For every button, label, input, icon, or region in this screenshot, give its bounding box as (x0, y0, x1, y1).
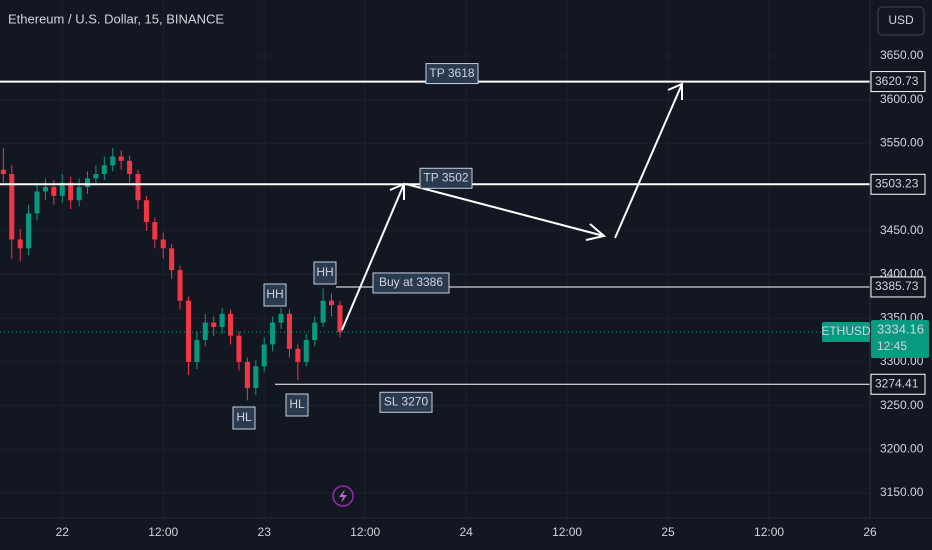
candle-body (135, 173, 141, 201)
swing-label: HH (266, 287, 283, 301)
candle-body (152, 222, 158, 240)
candle-body (9, 173, 15, 240)
level-label: SL 3270 (384, 394, 429, 408)
arrow-head (585, 223, 607, 241)
candle-body (143, 200, 149, 223)
x-tick-label: 25 (661, 525, 675, 539)
candle-body (93, 173, 99, 179)
candle-body (236, 335, 242, 362)
currency-label: USD (888, 13, 914, 27)
level-label: Buy at 3386 (379, 275, 443, 289)
swing-label-box (232, 406, 256, 430)
swing-label-box (313, 261, 337, 285)
axis-price-label: 3620.73 (875, 74, 919, 88)
candle-body (303, 340, 309, 362)
y-tick-label: 3550.00 (880, 136, 924, 150)
candle-body (286, 313, 292, 349)
candle-body (127, 160, 133, 174)
y-tick-label: 3200.00 (880, 441, 924, 455)
events-icon[interactable] (332, 485, 354, 507)
candle-body (211, 322, 217, 327)
arrow-down (405, 183, 605, 237)
swing-label-box (285, 393, 309, 417)
swing-label: HL (289, 397, 305, 411)
symbol-label: ETHUSD (821, 324, 871, 338)
candle-body (177, 270, 183, 301)
candle-body (320, 300, 326, 323)
candle-body (278, 313, 284, 323)
axis-price-box (870, 276, 926, 298)
x-tick-label: 23 (258, 525, 272, 539)
candle-body (51, 187, 57, 196)
candle-body (84, 178, 91, 188)
candle-body (0, 169, 6, 174)
x-tick-label: 22 (56, 525, 70, 539)
axis-price-label: 3274.41 (875, 376, 919, 390)
arrow-head (389, 182, 405, 200)
candle-body (160, 239, 166, 249)
candle-body (101, 165, 107, 174)
axis-price-label: 3385.73 (875, 279, 919, 293)
candle-body (244, 361, 250, 389)
x-tick-label: 12:00 (552, 525, 582, 539)
last-price-label: 3334.16 (877, 321, 924, 336)
candle-body (34, 191, 40, 214)
level-label-box (372, 272, 450, 294)
level-label: TP 3618 (429, 66, 474, 80)
lightning-icon (339, 489, 347, 503)
countdown-label: 12:45 (877, 339, 907, 353)
candle-body (253, 366, 259, 389)
y-tick-label: 3150.00 (880, 485, 924, 499)
x-tick-label: 12:00 (148, 525, 178, 539)
x-tick-label: 12:00 (350, 525, 380, 539)
swing-label: HL (236, 410, 252, 424)
candle-body (328, 300, 335, 306)
swing-label-box (263, 283, 287, 307)
arrow-up-2 (614, 83, 683, 239)
y-tick-label: 3250.00 (880, 398, 924, 412)
axis-price-box (870, 373, 926, 395)
level-label-box (425, 63, 479, 85)
candle-body (337, 305, 343, 333)
candle-body (194, 340, 200, 362)
candle-body (118, 156, 124, 161)
candle-body (219, 313, 225, 327)
symbol-box (822, 322, 870, 343)
x-tick-label: 12:00 (754, 525, 784, 539)
candle-body (68, 182, 74, 201)
level-label: TP 3502 (423, 170, 468, 184)
candle-body (26, 213, 32, 249)
last-price-box (871, 320, 929, 359)
candle-body (76, 187, 82, 201)
candle-body (270, 322, 276, 345)
axis-price-box (870, 173, 926, 195)
candle-body (17, 239, 23, 249)
candle-body (110, 156, 116, 166)
level-label-box (419, 167, 473, 189)
y-tick-label: 3600.00 (880, 92, 924, 106)
candle-body (295, 348, 301, 362)
candle-body (185, 300, 191, 362)
arrow-up-1 (341, 183, 405, 331)
trade-arrows (341, 82, 683, 331)
arrow-head (667, 82, 683, 100)
candle-body (42, 187, 48, 192)
x-tick-label: 24 (459, 525, 473, 539)
candle-body (228, 313, 234, 336)
candle-body (59, 182, 65, 196)
axis-price-label: 3503.23 (875, 176, 919, 190)
currency-button[interactable] (877, 6, 925, 36)
y-tick-label: 3450.00 (880, 223, 924, 237)
chart-title: Ethereum / U.S. Dollar, 15, BINANCE (8, 11, 224, 26)
candle-body (261, 344, 267, 367)
y-tick-label: 3650.00 (880, 48, 924, 62)
level-label-box (379, 391, 433, 413)
candle-body (202, 322, 208, 341)
swing-label: HH (316, 265, 333, 279)
candle-body (169, 248, 175, 271)
axis-price-box (870, 71, 926, 93)
candle-body (312, 322, 318, 341)
x-tick-label: 26 (863, 525, 877, 539)
